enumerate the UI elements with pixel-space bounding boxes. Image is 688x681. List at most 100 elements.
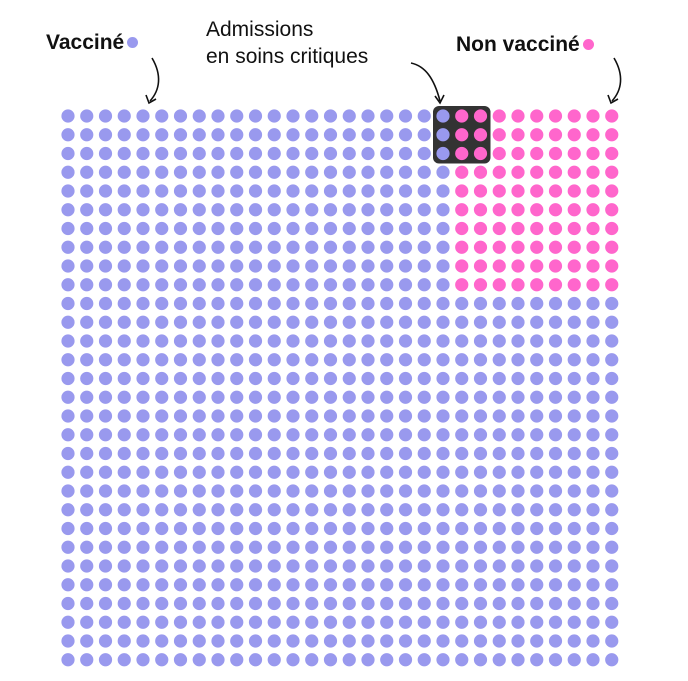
dot-vaccinated [98, 615, 113, 629]
dot-unvaccinated [473, 165, 488, 179]
dot-vaccinated [61, 296, 75, 311]
dot-vaccinated [211, 221, 225, 236]
dot-vaccinated [155, 503, 169, 517]
dot-vaccinated [230, 146, 244, 161]
dot-vaccinated [567, 334, 581, 348]
arrow-vaccinated-head [145, 94, 157, 105]
dot-vaccinated [136, 128, 150, 142]
dot-vaccinated [530, 559, 544, 573]
dot-vaccinated [136, 353, 150, 367]
dot-vaccinated [398, 390, 413, 404]
dot-vaccinated [548, 503, 563, 517]
dot-vaccinated [80, 409, 94, 423]
dot-vaccinated [286, 315, 300, 329]
dot-vaccinated [61, 146, 75, 161]
dot-vaccinated [342, 296, 356, 311]
dot-vaccinated [305, 315, 319, 329]
dot-vaccinated [473, 578, 488, 592]
dot-vaccinated [61, 334, 75, 348]
dot-vaccinated [155, 634, 169, 648]
dot-vaccinated [530, 390, 544, 404]
dot-vaccinated [605, 371, 619, 386]
dot-unvaccinated [492, 184, 506, 198]
dot-vaccinated [492, 315, 506, 329]
dot-vaccinated [98, 409, 113, 423]
dot-vaccinated [61, 240, 75, 254]
dot-vaccinated [80, 503, 94, 517]
dot-vaccinated [80, 259, 94, 273]
dot-vaccinated [155, 390, 169, 404]
dot-vaccinated [136, 259, 150, 273]
dot-vaccinated [380, 503, 394, 517]
dot-vaccinated [286, 221, 300, 236]
dot-vaccinated [398, 503, 413, 517]
dot-vaccinated [117, 334, 131, 348]
dot-vaccinated [211, 334, 225, 348]
dot-vaccinated [230, 165, 244, 179]
dot-vaccinated [155, 259, 169, 273]
dot-unvaccinated [567, 240, 581, 254]
dot-vaccinated [417, 503, 431, 517]
dot-vaccinated [211, 278, 225, 292]
dot-vaccinated [286, 203, 300, 217]
dot-vaccinated [323, 278, 338, 292]
dot-vaccinated [548, 446, 563, 461]
dot-unvaccinated [567, 128, 581, 142]
dot-vaccinated [323, 521, 338, 536]
dot-vaccinated [361, 334, 375, 348]
dot-vaccinated [417, 634, 431, 648]
dot-vaccinated [361, 653, 375, 667]
dot-vaccinated [286, 484, 300, 498]
dot-vaccinated [192, 184, 206, 198]
dot-unvaccinated [548, 278, 563, 292]
dot-vaccinated [530, 315, 544, 329]
dot-vaccinated [455, 428, 469, 442]
dot-vaccinated [567, 559, 581, 573]
dot-vaccinated [211, 184, 225, 198]
dot-vaccinated [361, 371, 375, 386]
dot-unvaccinated [548, 184, 563, 198]
dot-vaccinated [211, 165, 225, 179]
dot-vaccinated [361, 484, 375, 498]
dot-vaccinated [98, 559, 113, 573]
dot-vaccinated [436, 465, 450, 479]
dot-vaccinated [417, 203, 431, 217]
dot-vaccinated [230, 634, 244, 648]
dot-vaccinated [117, 540, 131, 554]
dot-vaccinated [586, 578, 600, 592]
dot-vaccinated [136, 615, 150, 629]
dot-vaccinated [173, 540, 188, 554]
dot-vaccinated [61, 390, 75, 404]
dot-vaccinated [117, 259, 131, 273]
dot-vaccinated [173, 165, 188, 179]
dot-vaccinated [567, 353, 581, 367]
dot-vaccinated [417, 390, 431, 404]
dot-vaccinated [492, 578, 506, 592]
dot-vaccinated [248, 465, 263, 479]
dot-vaccinated [192, 615, 206, 629]
dot-vaccinated [605, 390, 619, 404]
dot-vaccinated [380, 334, 394, 348]
dot-vaccinated [342, 109, 356, 123]
dot-vaccinated [455, 521, 469, 536]
dot-vaccinated [230, 203, 244, 217]
dot-vaccinated [230, 128, 244, 142]
dot-vaccinated [492, 409, 506, 423]
dot-vaccinated [155, 428, 169, 442]
dot-vaccinated [117, 371, 131, 386]
dot-vaccinated [211, 503, 225, 517]
dot-unvaccinated [548, 165, 563, 179]
dot-vaccinated [361, 221, 375, 236]
dot-unvaccinated [605, 184, 619, 198]
dot-vaccinated [230, 353, 244, 367]
dot-vaccinated [473, 390, 488, 404]
dot-vaccinated [567, 371, 581, 386]
dot-vaccinated [323, 390, 338, 404]
dot-vaccinated [248, 540, 263, 554]
dot-vaccinated [398, 353, 413, 367]
dot-vaccinated [286, 128, 300, 142]
dot-vaccinated [473, 353, 488, 367]
dot-vaccinated [192, 653, 206, 667]
dot-vaccinated [398, 371, 413, 386]
dot-vaccinated [586, 653, 600, 667]
